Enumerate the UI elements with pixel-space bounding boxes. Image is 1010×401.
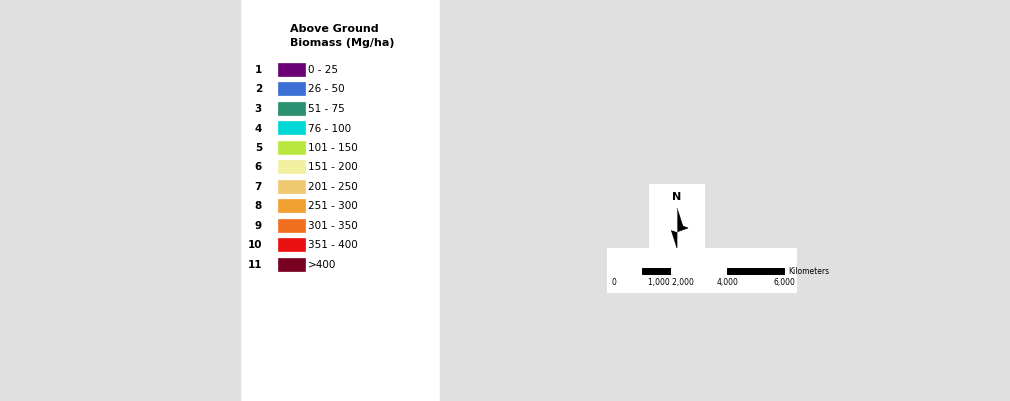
Text: 4,000: 4,000 <box>716 277 738 286</box>
Text: 251 - 300: 251 - 300 <box>308 201 358 211</box>
Text: 0: 0 <box>612 277 616 286</box>
Text: >400: >400 <box>308 259 336 269</box>
Bar <box>607 248 797 293</box>
Bar <box>278 219 305 232</box>
Text: 351 - 400: 351 - 400 <box>308 240 358 250</box>
Bar <box>278 160 305 174</box>
Bar <box>278 258 305 271</box>
Text: 7: 7 <box>255 182 262 192</box>
Polygon shape <box>677 229 684 248</box>
Text: 6: 6 <box>255 162 262 172</box>
Polygon shape <box>671 209 677 229</box>
Text: 6,000: 6,000 <box>773 277 795 286</box>
Bar <box>278 63 305 76</box>
Bar <box>278 83 305 96</box>
Bar <box>278 239 305 251</box>
Bar <box>255 29 420 283</box>
Bar <box>671 268 727 274</box>
Bar <box>278 200 305 213</box>
Polygon shape <box>666 225 677 232</box>
Text: 1: 1 <box>255 65 262 75</box>
Bar <box>278 141 305 154</box>
Polygon shape <box>677 225 688 232</box>
Polygon shape <box>671 229 677 248</box>
Text: 9: 9 <box>255 221 262 231</box>
Text: 10: 10 <box>247 240 262 250</box>
Text: 51 - 75: 51 - 75 <box>308 104 344 114</box>
Text: 76 - 100: 76 - 100 <box>308 123 351 133</box>
Bar <box>727 268 784 274</box>
Text: 151 - 200: 151 - 200 <box>308 162 358 172</box>
Bar <box>278 180 305 193</box>
Text: 0 - 25: 0 - 25 <box>308 65 338 75</box>
Text: Above Ground: Above Ground <box>290 24 379 34</box>
Text: 101 - 150: 101 - 150 <box>308 143 358 153</box>
Text: 5: 5 <box>255 143 262 153</box>
Text: 2: 2 <box>255 84 262 94</box>
Bar <box>0 0 240 401</box>
Bar <box>614 268 642 274</box>
Bar <box>642 268 671 274</box>
Bar <box>440 0 1010 401</box>
Text: 8: 8 <box>255 201 262 211</box>
Bar <box>278 122 305 135</box>
Text: Biomass (Mg/ha): Biomass (Mg/ha) <box>290 38 395 48</box>
Bar <box>649 184 705 256</box>
Text: Kilometers: Kilometers <box>788 267 829 276</box>
Text: 1,000 2,000: 1,000 2,000 <box>647 277 694 286</box>
Text: 3: 3 <box>255 104 262 114</box>
Text: 4: 4 <box>255 123 262 133</box>
Text: N: N <box>673 192 682 201</box>
Text: 11: 11 <box>247 259 262 269</box>
Text: 301 - 350: 301 - 350 <box>308 221 358 231</box>
Text: 201 - 250: 201 - 250 <box>308 182 358 192</box>
Text: 26 - 50: 26 - 50 <box>308 84 344 94</box>
Bar <box>278 102 305 115</box>
Polygon shape <box>677 209 684 229</box>
